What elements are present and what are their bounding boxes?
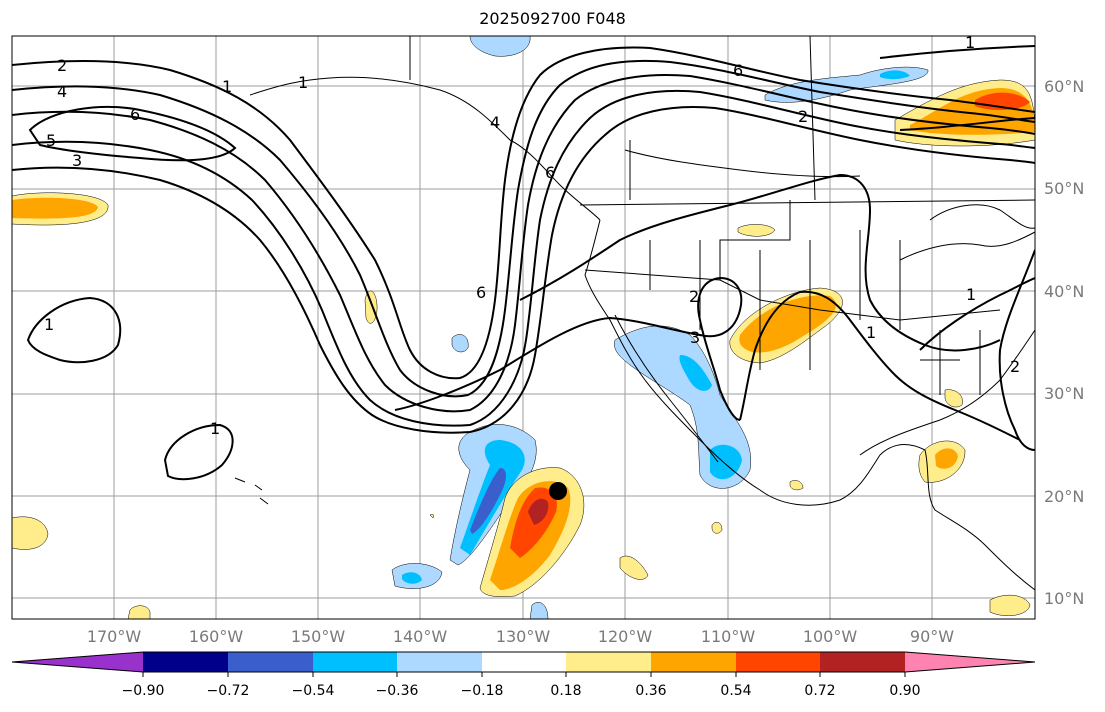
lon-label: 140°W bbox=[392, 627, 448, 646]
map-title: 2025092700 F048 bbox=[479, 9, 626, 28]
lon-label: 90°W bbox=[909, 627, 955, 646]
contour-label: 6 bbox=[733, 61, 743, 80]
lon-label: 100°W bbox=[802, 627, 858, 646]
lon-label: 170°W bbox=[86, 627, 142, 646]
colorbar-high-arrow bbox=[905, 652, 1035, 672]
lon-label: 110°W bbox=[700, 627, 756, 646]
contour-label: 1 bbox=[298, 73, 308, 92]
map-frame bbox=[11, 35, 1036, 620]
contour-label: 1 bbox=[965, 33, 975, 52]
colorbar-tick-label: 0.18 bbox=[550, 683, 582, 699]
contour-label: 1 bbox=[210, 419, 220, 438]
contour-label: 1 bbox=[866, 323, 876, 342]
lat-label: 20°N bbox=[1044, 487, 1085, 506]
contour-label: 2 bbox=[57, 56, 67, 75]
contour-label: 1 bbox=[222, 77, 232, 96]
contour-label-group: 2 4 6 5 3 1 1 6 4 6 2 3 1 1 6 2 1 1 1 2 bbox=[44, 33, 1020, 438]
colorbar-tick-label: 0.36 bbox=[635, 683, 667, 699]
contour-label: 3 bbox=[72, 151, 82, 170]
contour-label: 4 bbox=[57, 82, 67, 101]
colorbar-tick-label: 0.72 bbox=[804, 683, 836, 699]
colorbar-tick-label: −0.18 bbox=[460, 683, 504, 699]
colorbar-tick-label: −0.36 bbox=[375, 683, 419, 699]
contour-label: 1 bbox=[966, 285, 976, 304]
contour-label: 2 bbox=[689, 287, 699, 306]
contour-label: 6 bbox=[130, 105, 140, 124]
colorbar-tick-label: −0.54 bbox=[291, 683, 335, 699]
colorbar-tick-label: 0.90 bbox=[889, 683, 921, 699]
lon-label: 120°W bbox=[597, 627, 653, 646]
lon-label: 150°W bbox=[290, 627, 346, 646]
colorbar bbox=[11, 651, 1036, 677]
colorbar-tick-label: −0.90 bbox=[121, 683, 165, 699]
lat-label: 40°N bbox=[1044, 282, 1085, 301]
contour-label: 1 bbox=[44, 315, 54, 334]
lon-label: 130°W bbox=[495, 627, 551, 646]
contour-label: 2 bbox=[798, 107, 808, 126]
contour-label: 6 bbox=[476, 283, 486, 302]
contour-label: 3 bbox=[690, 328, 700, 347]
contour-lines bbox=[12, 45, 1035, 481]
contour-label: 6 bbox=[545, 163, 555, 182]
shaded-anomalies bbox=[12, 36, 1035, 619]
lat-label: 10°N bbox=[1044, 589, 1085, 608]
lat-label: 30°N bbox=[1044, 384, 1085, 403]
contour-label: 4 bbox=[490, 113, 500, 132]
contour-label: 2 bbox=[1010, 357, 1020, 376]
colorbar-tick-label: −0.72 bbox=[206, 683, 250, 699]
coastlines bbox=[234, 36, 1035, 591]
contour-label: 5 bbox=[46, 131, 56, 150]
lon-label: 160°W bbox=[188, 627, 244, 646]
colorbar-tick-label: 0.54 bbox=[720, 683, 752, 699]
storm-center-marker bbox=[549, 482, 567, 500]
lat-label: 50°N bbox=[1044, 179, 1085, 198]
colorbar-low-arrow bbox=[12, 652, 143, 672]
lat-label: 60°N bbox=[1044, 77, 1085, 96]
